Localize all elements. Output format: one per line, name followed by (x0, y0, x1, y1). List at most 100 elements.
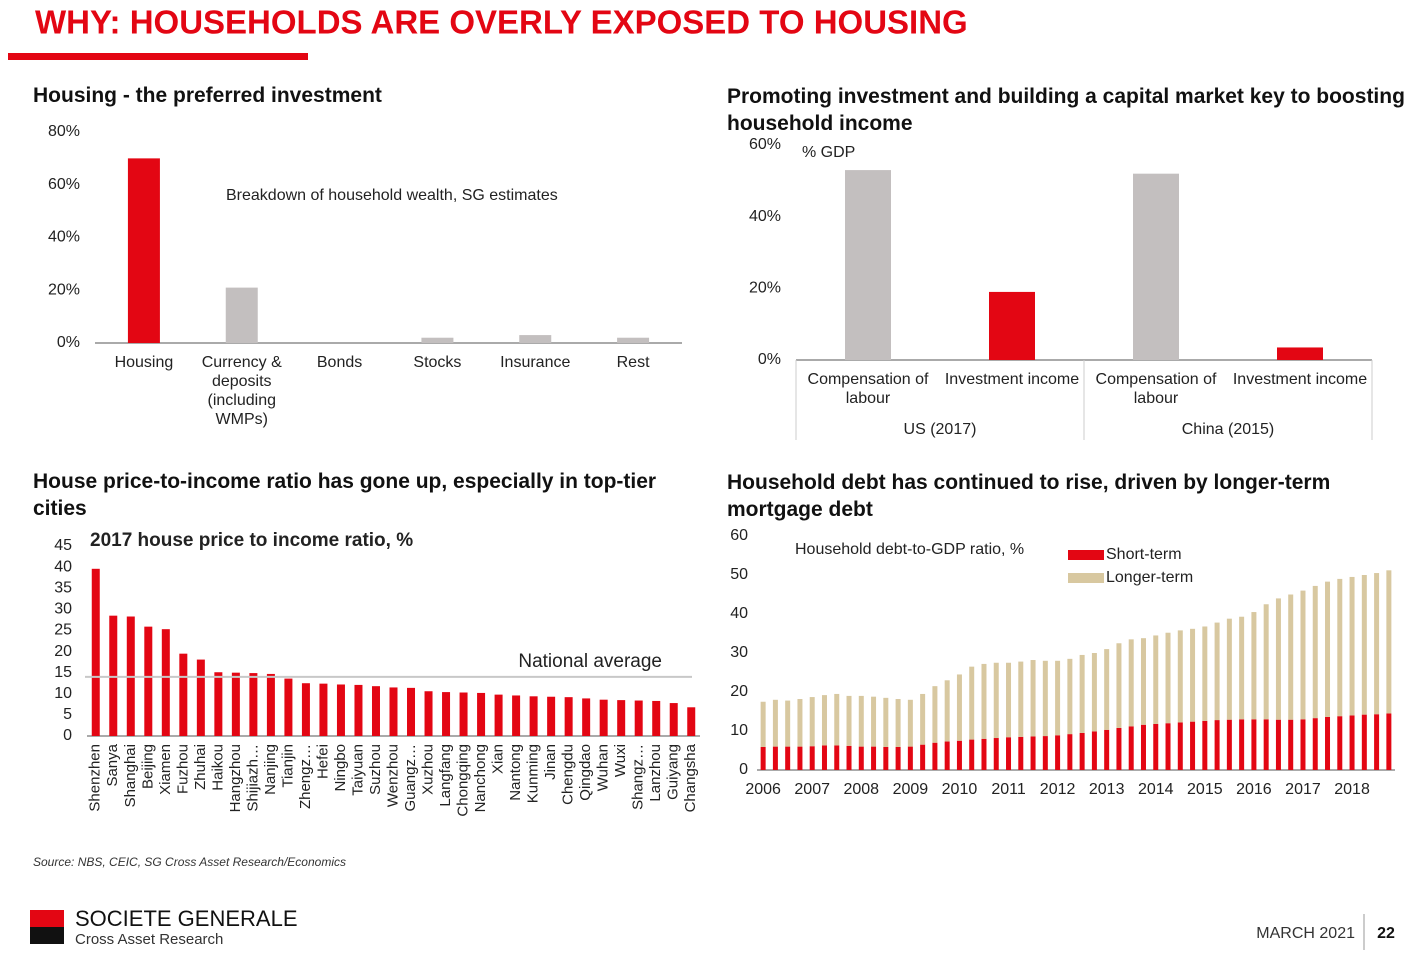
bar-segment (1312, 718, 1318, 770)
bar-segment (969, 739, 975, 770)
x-tick-label: Tianjin (279, 744, 296, 788)
x-tick-label: Wenzhou (384, 744, 401, 807)
y-tick-label: 40 (730, 605, 748, 622)
x-tick-label: 2008 (843, 781, 879, 798)
bar (687, 707, 696, 736)
y-tick-label: 0 (739, 761, 748, 778)
reference-label: National average (518, 651, 662, 672)
y-tick-label: 40% (48, 229, 80, 246)
bar-segment (1079, 732, 1085, 770)
bar-segment (1006, 662, 1012, 738)
bar-segment (1202, 720, 1208, 770)
bar-segment (1374, 714, 1380, 770)
y-tick-label: 30 (54, 601, 72, 618)
bar-segment (785, 746, 791, 770)
bar (634, 700, 643, 736)
bar-segment (895, 746, 901, 770)
y-tick-label: 60% (48, 176, 80, 193)
date: MARCH 2021 (1256, 925, 1355, 942)
bar-segment (920, 744, 926, 770)
bar-segment (1140, 724, 1146, 770)
bar-segment (1128, 639, 1134, 727)
x-tick-label: Wuhan (595, 744, 612, 791)
bar-segment (1263, 719, 1269, 770)
bar (424, 691, 433, 736)
y-tick-label: 60 (730, 527, 748, 544)
chart-title: House price-to-income ratio has gone up,… (33, 470, 657, 520)
y-tick-label: 50 (730, 566, 748, 583)
x-tick-label: Fuzhou (174, 744, 191, 794)
bar-segment (1104, 729, 1110, 770)
bar-segment (1325, 716, 1331, 770)
bar-segment (993, 662, 999, 739)
logo-bottom (30, 927, 64, 944)
y-tick-label: 0% (57, 334, 80, 351)
y-tick-label: 20% (749, 280, 781, 297)
bar-segment (1251, 719, 1257, 770)
bar-segment (1361, 575, 1367, 715)
group-label: China (2015) (1182, 421, 1275, 438)
bar (519, 335, 552, 343)
bar-segment (1165, 723, 1171, 770)
y-tick-label: 60% (749, 136, 781, 153)
bar-segment (1116, 643, 1122, 728)
bar-segment (1226, 618, 1232, 720)
bar-segment (834, 745, 840, 770)
title-underline (8, 53, 308, 60)
y-tick-label: 20% (48, 281, 80, 298)
logo-name: SOCIETE GENERALE (75, 906, 298, 931)
bar-segment (1190, 721, 1196, 770)
x-tick-label: Shangz… (630, 744, 647, 810)
bar (231, 672, 240, 736)
x-tick-label: Taiyuan (349, 744, 366, 796)
page-number: 22 (1377, 925, 1395, 942)
y-tick-label: 45 (54, 537, 72, 554)
bar (144, 626, 153, 736)
group-label: US (2017) (904, 421, 977, 438)
x-tick-label: Xian (490, 744, 507, 774)
bar-segment (1214, 720, 1220, 770)
bar-segment (858, 746, 864, 770)
y-tick-label: 40 (54, 558, 72, 575)
y-tick-label: 40% (749, 208, 781, 225)
bar-segment (797, 699, 803, 747)
bar-segment (1386, 713, 1392, 770)
bar (529, 696, 538, 736)
bar (599, 699, 608, 736)
x-tick-label: 2017 (1285, 781, 1321, 798)
bar-segment (1386, 570, 1392, 714)
bar-segment (871, 746, 877, 770)
bar (109, 615, 118, 736)
bar-segment (772, 699, 778, 747)
bar (407, 687, 416, 736)
bar (421, 337, 454, 343)
x-tick-label: Hangzhou (227, 744, 244, 812)
bar-segment (920, 693, 926, 745)
x-tick-label: Housing (114, 354, 174, 371)
bar-segment (981, 663, 987, 739)
x-tick-label: Wuxi (612, 744, 629, 777)
bar-segment (1042, 660, 1048, 737)
x-tick-label: 2012 (1040, 781, 1076, 798)
bar-segment (907, 699, 913, 747)
y-tick-label: 0% (758, 351, 781, 368)
x-tick-label: Chongqing (455, 744, 472, 817)
legend-label: Short-term (1106, 546, 1182, 563)
x-tick-label: Compensation of labour (807, 371, 929, 407)
bar-segment (1275, 598, 1281, 720)
x-tick-label: Xuzhou (419, 744, 436, 795)
bar (214, 672, 223, 736)
bar (161, 629, 170, 736)
bar-segment (1202, 626, 1208, 721)
bar-segment (1091, 653, 1097, 732)
annotation: Breakdown of household wealth, SG estima… (226, 187, 558, 204)
y-tick-label: 0 (63, 727, 72, 744)
bar-segment (772, 746, 778, 770)
x-tick-label: Currency & deposits (including WMPs) (201, 354, 282, 428)
bar-segment (932, 742, 938, 770)
bar-segment (1116, 727, 1122, 770)
bar-segment (956, 674, 962, 741)
y-tick-label: 25 (54, 622, 72, 639)
y-tick-label: 80% (48, 123, 80, 140)
x-tick-label: Beijing (139, 744, 156, 789)
